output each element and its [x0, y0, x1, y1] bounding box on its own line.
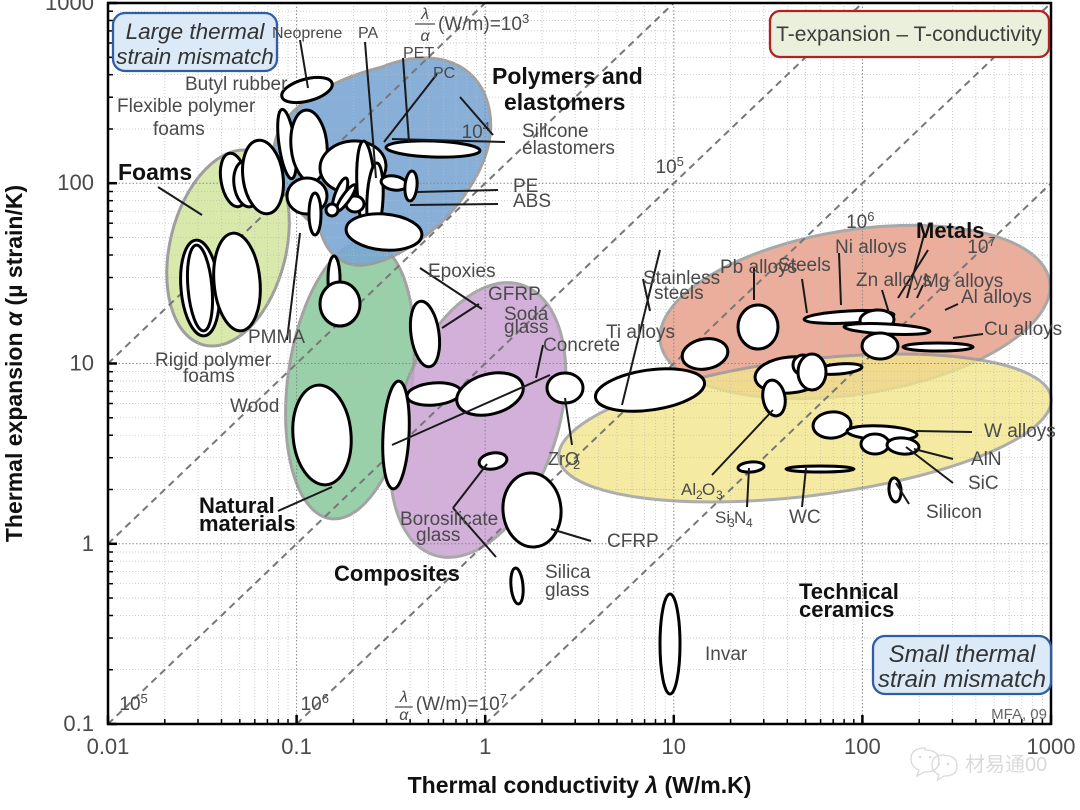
- svg-text:Wood: Wood: [230, 396, 279, 417]
- svg-text:strain mismatch: strain mismatch: [878, 666, 1046, 693]
- svg-text:1: 1: [479, 734, 491, 759]
- svg-text:foams: foams: [153, 119, 205, 140]
- svg-text:steels: steels: [654, 283, 704, 304]
- svg-text:W alloys: W alloys: [984, 421, 1056, 442]
- svg-text:材易通00: 材易通00: [965, 753, 1047, 776]
- svg-text:PC: PC: [433, 65, 455, 82]
- svg-text:λ: λ: [399, 689, 408, 706]
- svg-text:Invar: Invar: [705, 644, 748, 665]
- svg-text:Butyl rubber: Butyl rubber: [185, 74, 288, 95]
- svg-text:0.01: 0.01: [87, 734, 130, 759]
- svg-text:Al alloys: Al alloys: [961, 287, 1032, 308]
- svg-text:Small thermal: Small thermal: [889, 641, 1036, 668]
- svg-text:Composites: Composites: [334, 561, 460, 586]
- svg-text:Thermal conductivity λ (W/m.K): Thermal conductivity λ (W/m.K): [408, 772, 752, 798]
- svg-text:CFRP: CFRP: [607, 531, 659, 552]
- svg-text:Zn alloys: Zn alloys: [856, 270, 932, 291]
- svg-text:Ni alloys: Ni alloys: [835, 237, 907, 258]
- svg-text:1000: 1000: [45, 0, 94, 15]
- svg-text:(W/m)=107: (W/m)=107: [416, 691, 507, 716]
- svg-text:foams: foams: [183, 366, 235, 387]
- svg-text:3: 3: [716, 488, 723, 502]
- svg-text:glass: glass: [416, 525, 460, 546]
- svg-text:PMMA: PMMA: [248, 327, 305, 348]
- svg-text:10: 10: [70, 351, 94, 376]
- svg-text:Cu alloys: Cu alloys: [984, 319, 1062, 340]
- svg-text:100: 100: [57, 170, 94, 195]
- svg-text:100: 100: [844, 734, 881, 759]
- svg-text:SiC: SiC: [968, 473, 999, 494]
- svg-text:2: 2: [573, 457, 580, 472]
- svg-text:Epoxies: Epoxies: [428, 261, 496, 282]
- svg-text:elastomers: elastomers: [504, 89, 625, 115]
- svg-text:Silicon: Silicon: [926, 502, 982, 523]
- svg-text:ABS: ABS: [513, 191, 551, 212]
- svg-text:λ: λ: [420, 6, 429, 23]
- svg-text:Steels: Steels: [778, 255, 831, 276]
- svg-text:Flexible polymer: Flexible polymer: [117, 96, 256, 117]
- svg-text:materials: materials: [199, 511, 296, 536]
- svg-text:GFRP: GFRP: [488, 284, 541, 305]
- svg-text:Polymers and: Polymers and: [492, 63, 643, 89]
- svg-text:Ti alloys: Ti alloys: [606, 322, 675, 343]
- svg-text:PET: PET: [403, 45, 434, 62]
- svg-text:Foams: Foams: [118, 159, 192, 185]
- svg-text:O: O: [702, 480, 715, 499]
- svg-text:Neoprene: Neoprene: [272, 25, 342, 42]
- svg-text:10: 10: [662, 734, 686, 759]
- svg-text:strain mismatch: strain mismatch: [116, 44, 274, 69]
- svg-text:AlN: AlN: [971, 449, 1002, 470]
- svg-text:α: α: [420, 28, 430, 45]
- svg-text:(W/m)=103: (W/m)=103: [438, 11, 529, 36]
- svg-text:T-expansion – T-conductivity: T-expansion – T-conductivity: [776, 23, 1042, 46]
- svg-text:Large thermal: Large thermal: [126, 19, 266, 44]
- svg-text:1: 1: [82, 531, 94, 556]
- svg-text:α: α: [399, 707, 409, 724]
- svg-text:MFA, 09: MFA, 09: [991, 706, 1047, 723]
- svg-text:elastomers: elastomers: [522, 138, 615, 159]
- svg-text:PA: PA: [358, 25, 378, 42]
- svg-text:0.1: 0.1: [63, 711, 94, 736]
- svg-text:Al: Al: [681, 480, 696, 499]
- svg-text:Thermal expansion α (µ strain/: Thermal expansion α (µ strain/K): [1, 185, 27, 542]
- svg-text:glass: glass: [504, 317, 548, 338]
- svg-text:Metals: Metals: [916, 218, 984, 243]
- svg-text:WC: WC: [789, 507, 821, 528]
- svg-text:0.1: 0.1: [281, 734, 312, 759]
- svg-text:4: 4: [746, 516, 753, 530]
- svg-text:N: N: [734, 508, 746, 527]
- svg-text:ceramics: ceramics: [799, 597, 894, 622]
- svg-text:glass: glass: [545, 580, 589, 601]
